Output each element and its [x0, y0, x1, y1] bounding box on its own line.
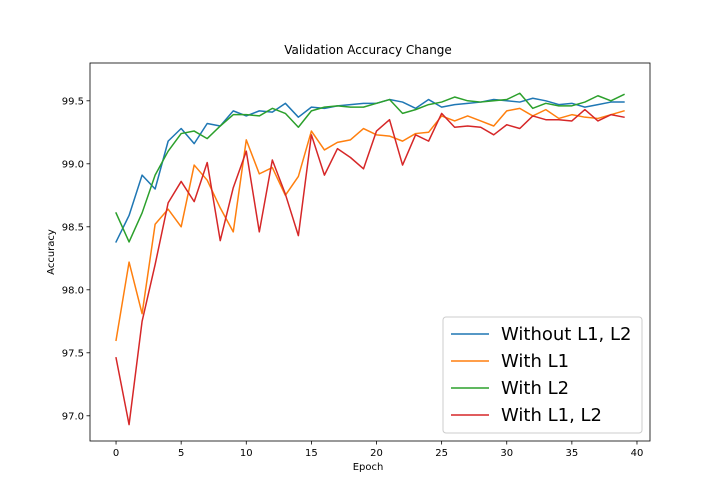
y-tick-label: 99.5 [62, 96, 84, 107]
series-line-4 [115, 108, 625, 426]
legend-box [442, 316, 643, 434]
series-line-2 [115, 107, 625, 342]
x-tick-label: 15 [305, 448, 318, 459]
legend-label-2: With L1 [501, 351, 569, 372]
series-line-3 [115, 92, 625, 243]
y-axis-label: Accuracy [46, 229, 57, 275]
chart-title: Validation Accuracy Change [284, 43, 452, 57]
y-tick-label: 98.5 [62, 222, 84, 233]
x-tick-label: 40 [631, 448, 644, 459]
series-line-1 [115, 97, 625, 243]
x-tick-label: 0 [113, 448, 119, 459]
x-tick-label: 5 [178, 448, 184, 459]
y-tick-label: 97.0 [62, 411, 84, 422]
legend: Without L1, L2 With L1 With L2 With L1, L2 [442, 316, 643, 434]
x-tick-label: 30 [500, 448, 513, 459]
legend-label-4: With L1, L2 [501, 405, 602, 426]
axes-frame [89, 62, 651, 442]
x-tick-label: 10 [240, 448, 253, 459]
legend-label-1: Without L1, L2 [501, 324, 631, 345]
plot-area: 0 5 10 15 20 25 30 35 40 97.0 97.5 98.0 98.5 99.0 99.5 [62, 62, 651, 459]
y-tick-label: 99.0 [62, 159, 84, 170]
y-tick-label: 97.5 [62, 348, 84, 359]
x-tick-label: 35 [565, 448, 578, 459]
y-tick-label: 98.0 [62, 285, 84, 296]
x-tick-label: 20 [370, 448, 383, 459]
x-axis-label: Epoch [353, 462, 384, 473]
legend-label-3: With L2 [501, 378, 569, 399]
x-tick-label: 25 [435, 448, 448, 459]
